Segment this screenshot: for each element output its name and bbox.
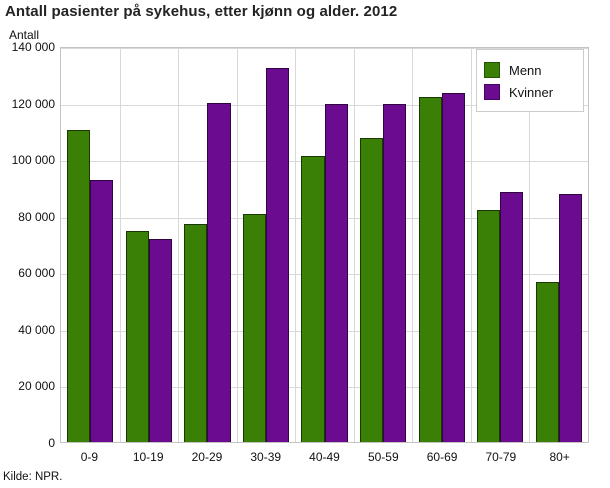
bar-menn-0-9: [67, 129, 91, 442]
category-group-40-49: [295, 48, 354, 442]
category-group-80+: [530, 48, 589, 442]
bar-kvinner-70-79: [500, 191, 524, 442]
bar-menn-80+: [535, 281, 559, 442]
category-group-20-29: [178, 48, 237, 442]
chart-title: Antall pasienter på sykehus, etter kjønn…: [5, 3, 398, 20]
legend-item-kvinner: Kvinner: [484, 81, 575, 103]
x-tick-60-69: 60-69: [426, 450, 458, 464]
category-group-60-69: [412, 48, 471, 442]
bar-menn-20-29: [184, 223, 208, 442]
bar-kvinner-30-39: [265, 67, 290, 442]
x-tick-40-49: 40-49: [309, 450, 340, 464]
vertical-gridline: [236, 48, 238, 442]
y-tick-80000: 80 000: [18, 209, 55, 224]
category-group-10-19: [120, 48, 179, 442]
bar-kvinner-50-59: [383, 104, 407, 442]
vertical-gridline: [295, 48, 297, 442]
y-tick-60000: 60 000: [18, 266, 55, 281]
legend-swatch-kvinner: [484, 84, 500, 100]
x-tick-80+: 80+: [549, 450, 570, 464]
horizontal-gridline: [61, 48, 588, 49]
source-note: Kilde: NPR.: [3, 471, 63, 483]
category-group-50-59: [354, 48, 413, 442]
vertical-gridline: [470, 48, 472, 442]
x-tick-30-39: 30-39: [250, 450, 282, 464]
x-tick-0-9: 0-9: [80, 450, 99, 464]
y-tick-100000: 100 000: [11, 153, 55, 168]
bar-menn-10-19: [125, 230, 149, 442]
plot-area: Menn Kvinner: [60, 47, 589, 443]
category-group-0-9: [61, 48, 120, 442]
bar-menn-30-39: [242, 214, 266, 442]
vertical-gridline: [353, 48, 355, 442]
x-tick-50-59: 50-59: [367, 450, 399, 464]
category-group-30-39: [237, 48, 296, 442]
vertical-gridline: [178, 48, 180, 442]
x-tick-70-79: 70-79: [485, 450, 517, 464]
bar-menn-40-49: [301, 156, 325, 442]
legend-swatch-menn: [484, 62, 500, 78]
y-tick-0: 0: [48, 436, 55, 450]
horizontal-gridline: [61, 104, 588, 106]
y-tick-120000: 120 000: [11, 96, 55, 111]
bar-kvinner-80+: [558, 194, 582, 442]
legend-label-menn: Menn: [509, 62, 542, 78]
vertical-gridline: [119, 48, 121, 442]
y-tick-20000: 20 000: [18, 379, 55, 394]
bar-kvinner-40-49: [324, 104, 348, 442]
legend: Menn Kvinner: [476, 49, 584, 112]
x-axis-tick-labels: 0-9 10-19 20-29 30-39 40-49 50-59 60-69 70-79 80…: [60, 450, 589, 464]
bar-menn-60-69: [418, 97, 442, 442]
legend-item-menn: Menn: [484, 59, 575, 81]
vertical-gridline: [529, 48, 531, 442]
x-tick-10-19: 10-19: [132, 450, 164, 464]
category-group-70-79: [471, 48, 530, 442]
bars-layer: [61, 48, 588, 442]
x-tick-20-29: 20-29: [191, 450, 223, 464]
bar-kvinner-10-19: [148, 239, 172, 442]
bar-kvinner-0-9: [90, 180, 114, 442]
bar-kvinner-60-69: [441, 93, 465, 442]
y-tick-140000: 140 000: [11, 40, 55, 54]
vertical-gridline: [412, 48, 414, 442]
legend-label-kvinner: Kvinner: [509, 84, 554, 100]
y-tick-40000: 40 000: [18, 322, 55, 337]
bar-menn-50-59: [359, 138, 384, 442]
bar-kvinner-20-29: [207, 102, 231, 442]
bar-menn-70-79: [477, 209, 501, 442]
y-axis-unit-label: Antall: [9, 28, 40, 42]
